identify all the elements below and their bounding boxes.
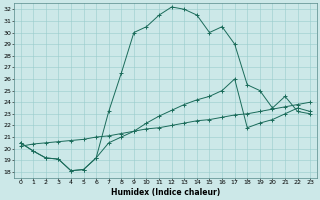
X-axis label: Humidex (Indice chaleur): Humidex (Indice chaleur) [111, 188, 220, 197]
